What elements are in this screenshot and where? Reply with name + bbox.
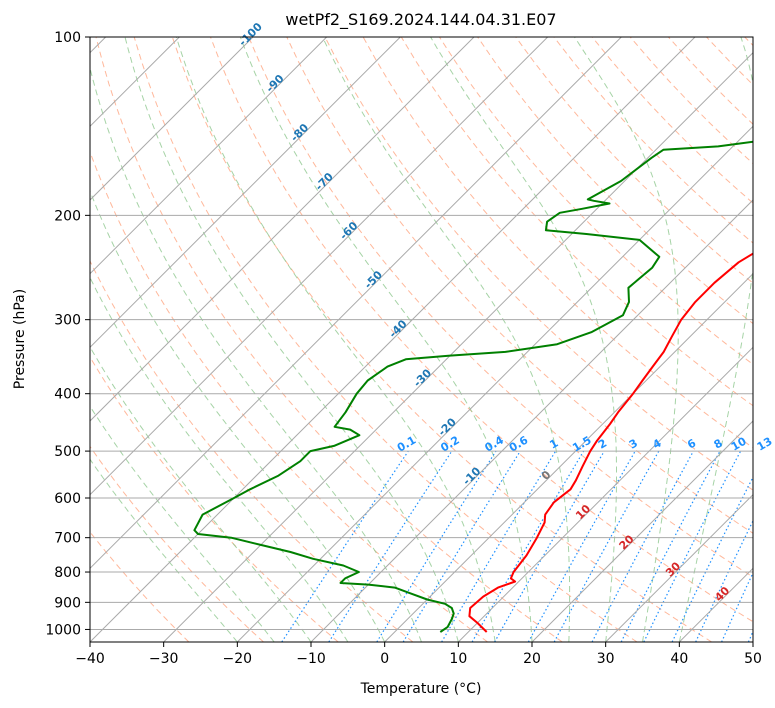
grid-lines [90, 37, 753, 642]
dry-adiabat [248, 37, 753, 578]
dry-adiabat [90, 445, 264, 642]
mixing-ratio-line [591, 450, 694, 642]
x-tick-label: −40 [75, 651, 105, 667]
moist-adiabat [90, 65, 422, 642]
temperature-profile [468, 252, 753, 633]
mixing-ratio-line [671, 475, 753, 642]
dry-adiabat [95, 37, 563, 642]
x-tick-label: 30 [597, 651, 615, 667]
isotherm [90, 37, 475, 422]
moist-adiabat [90, 189, 386, 642]
isotherm [90, 37, 549, 496]
plot-background [90, 37, 753, 642]
dry-adiabat [286, 37, 753, 534]
isotherm [457, 346, 753, 642]
moist-adiabat [124, 37, 459, 642]
isotherm [90, 37, 254, 201]
y-tick-label: 800 [54, 565, 81, 581]
moist-adiabat [239, 37, 533, 642]
isotherm [384, 272, 753, 642]
isotherm [90, 37, 696, 642]
dry-adiabat [515, 37, 753, 284]
x-tick-label: 50 [744, 651, 762, 667]
isotherm [310, 199, 753, 642]
background-lines [90, 37, 775, 642]
dry-adiabat [133, 37, 638, 642]
moist-adiabat [175, 37, 496, 642]
dry-adiabat [90, 356, 339, 642]
x-tick-label: 20 [523, 651, 541, 667]
dewpoint-profile [193, 140, 753, 633]
mixing-ratio-line [402, 450, 521, 642]
y-tick-label: 1000 [45, 622, 81, 638]
dry-adiabat [171, 37, 712, 642]
mixing-ratio-label: 13 [755, 435, 775, 454]
moist-adiabat [678, 37, 753, 642]
mixing-ratio-line [553, 450, 660, 642]
y-tick-label: 900 [54, 595, 81, 611]
isotherm [90, 37, 401, 349]
dry-adiabat [90, 259, 414, 642]
x-tick-label: 0 [380, 651, 389, 667]
mixing-ratio-line [328, 450, 453, 642]
y-tick-label: 400 [54, 387, 81, 403]
isotherm [236, 125, 753, 642]
isotherm [90, 37, 622, 570]
moist-adiabat [322, 37, 571, 642]
y-axis-label: Pressure (hPa) [12, 289, 28, 389]
isotherm [531, 420, 753, 642]
x-tick-label: −30 [149, 651, 179, 667]
mixing-ratio-line [771, 451, 775, 642]
isotherm [90, 37, 328, 275]
y-tick-label: 300 [54, 313, 81, 329]
mixing-ratio-line [643, 450, 742, 642]
x-tick-label: −20 [223, 651, 253, 667]
moist-adiabat [90, 458, 238, 642]
x-tick-label: 10 [449, 651, 467, 667]
moist-adiabat [90, 405, 275, 642]
data-lines [193, 140, 753, 633]
y-tick-label: 200 [54, 208, 81, 224]
y-tick-label: 500 [54, 444, 81, 460]
moist-adiabat [430, 37, 617, 642]
x-tick-label: 40 [670, 651, 688, 667]
isotherm [163, 51, 753, 642]
y-axis: 100 200 300 400 500 600 700 800 900 1000 [45, 30, 90, 638]
moist-adiabat [90, 276, 349, 642]
isotherm [605, 493, 753, 642]
y-tick-label: 100 [54, 30, 81, 46]
y-tick-label: 700 [54, 531, 81, 547]
x-tick-label: −10 [296, 651, 326, 667]
isotherm [752, 641, 753, 642]
chart-title: wetPf2_S169.2024.144.04.31.E07 [285, 10, 556, 30]
mixing-ratio-line [527, 450, 636, 642]
plot-frame [89, 36, 754, 643]
x-axis: −40 −30 −20 −10 0 10 20 30 40 50 [75, 642, 762, 667]
y-tick-label: 600 [54, 491, 81, 507]
dry-adiabat [210, 37, 753, 623]
moist-adiabat [574, 37, 679, 642]
x-axis-label: Temperature (°C) [360, 681, 482, 697]
